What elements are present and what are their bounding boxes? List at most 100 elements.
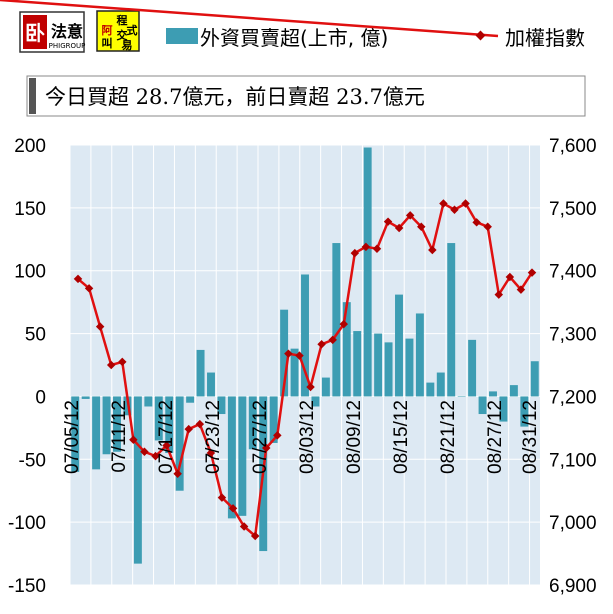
bar: [238, 396, 247, 516]
index-point: [184, 424, 193, 434]
index-point: [350, 248, 360, 258]
index-point: [405, 211, 415, 220]
right-tick-label: 7,200: [549, 387, 597, 408]
index-point: [383, 217, 393, 226]
index-point: [217, 493, 227, 502]
x-tick-label: 08/31/12: [520, 400, 541, 474]
bar: [154, 396, 163, 441]
bar: [499, 396, 508, 422]
bar: [530, 361, 539, 397]
right-tick-label: 7,500: [549, 199, 597, 220]
bar: [342, 302, 351, 397]
index-point: [273, 431, 282, 440]
bar: [457, 396, 466, 397]
left-tick-label: -100: [8, 513, 46, 534]
index-point: [95, 322, 105, 331]
index-point: [73, 274, 83, 284]
bar: [426, 382, 435, 397]
bar: [102, 396, 111, 455]
x-tick-label: 08/27/12: [485, 400, 506, 474]
logo2-char-1: 程: [117, 13, 128, 27]
index-point: [494, 290, 504, 299]
bar: [165, 396, 174, 453]
index-point: [129, 435, 138, 445]
bar: [81, 396, 90, 399]
logo2-char-2: 式: [127, 23, 138, 37]
bar: [301, 274, 309, 397]
bar: [489, 391, 497, 397]
legend-bar-swatch: [166, 28, 198, 44]
right-tick-label: 7,100: [549, 450, 597, 471]
index-point: [339, 319, 348, 329]
left-tick-label: 100: [14, 262, 46, 283]
legend-label-line: 加權指數: [505, 26, 585, 50]
x-tick-label: 07/23/12: [203, 400, 224, 474]
index-point: [140, 447, 149, 456]
index-point: [206, 448, 216, 458]
index-point: [527, 268, 537, 277]
index-point: [162, 441, 171, 450]
bar: [133, 396, 142, 564]
legend-line-marker: [475, 30, 486, 41]
bar: [353, 331, 362, 397]
summary-box: 今日買超 28.7億元，前日賣超 23.7億元: [26, 75, 586, 117]
left-axis: 200 150 100 50 0 -50 -100 -150: [8, 136, 46, 597]
bar: [405, 338, 414, 397]
x-tick-label: 08/15/12: [391, 400, 412, 474]
index-point: [417, 222, 426, 231]
bar: [144, 396, 153, 407]
index-point: [306, 382, 315, 392]
program-trading-logo: 阿 叫 程 式 交 易: [96, 10, 140, 52]
x-tick-label: 07/27/12: [250, 400, 271, 474]
phigroup-logo: 卧 法意 PHIGROUP: [19, 11, 86, 53]
left-tick-label: -50: [19, 450, 46, 471]
right-tick-label: 7,400: [549, 262, 597, 283]
bar: [447, 243, 456, 397]
bar: [321, 377, 330, 397]
legend-line-swatch: [0, 0, 499, 38]
index-point: [195, 419, 205, 429]
bar: [248, 396, 257, 450]
bar: [395, 294, 403, 397]
legend-label-bars: 外資買賣超(上市, 億): [200, 26, 388, 50]
bar: [436, 372, 445, 397]
bar: [290, 348, 299, 397]
bar: [509, 385, 518, 397]
index-point: [295, 351, 304, 360]
index-point: [284, 349, 293, 358]
index-point: [106, 360, 116, 370]
left-tick-label: -150: [8, 576, 46, 597]
logo2-char-4: 易: [122, 39, 133, 52]
x-tick-label: 08/09/12: [344, 400, 365, 474]
logo-sub: PHIGROUP: [49, 42, 86, 50]
left-tick-label: 200: [14, 136, 46, 157]
right-tick-label: 7,300: [549, 325, 597, 346]
index-point: [439, 199, 448, 208]
index-point: [450, 205, 459, 214]
index-point: [461, 199, 470, 208]
left-tick-label: 50: [25, 325, 46, 346]
gridlines: [69, 144, 540, 586]
bar-series: [71, 147, 539, 564]
index-point: [228, 504, 238, 513]
index-point: [505, 272, 515, 282]
right-tick-label: 7,600: [549, 136, 597, 157]
bar: [374, 333, 383, 397]
index-point: [118, 357, 127, 367]
bar: [384, 342, 393, 397]
bar: [280, 309, 289, 397]
bar: [207, 372, 215, 397]
index-point: [84, 284, 94, 293]
bar: [227, 396, 236, 519]
index-point: [483, 222, 492, 231]
line-series: [73, 199, 537, 541]
logo2-mark-1: 阿: [102, 23, 113, 37]
bar: [92, 396, 101, 470]
index-point: [328, 335, 337, 345]
index-point: [372, 244, 382, 253]
x-tick-label: 07/17/12: [156, 400, 177, 474]
bar: [175, 396, 184, 491]
svg-text:卧: 卧: [25, 21, 45, 45]
bar: [415, 313, 424, 397]
